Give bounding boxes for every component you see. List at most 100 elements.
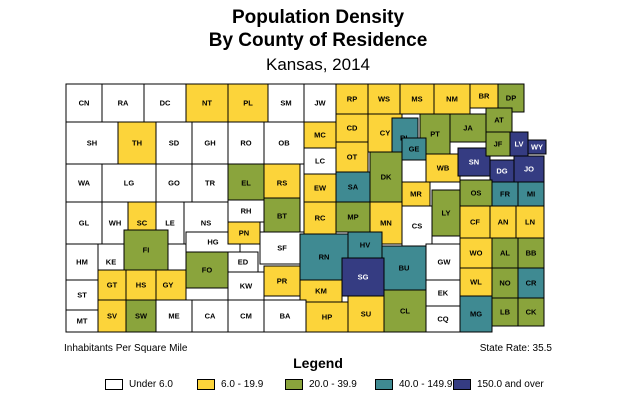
- legend-item-under-6: Under 6.0: [105, 377, 173, 391]
- county-shape: [517, 237, 545, 269]
- county-label: RC: [315, 214, 326, 223]
- county-wb: WB: [425, 153, 461, 183]
- county-ra: RA: [101, 83, 145, 123]
- county-hm: HM: [65, 243, 99, 281]
- county-label: GH: [204, 139, 215, 148]
- county-ws: WS: [367, 83, 401, 115]
- county-shape: [381, 245, 427, 291]
- county-ew: EW: [303, 173, 337, 203]
- county-mi: MI: [517, 181, 545, 207]
- legend-item-40-to-150: 40.0 - 149.9: [375, 377, 452, 391]
- county-shape: [515, 205, 545, 239]
- county-shape: [431, 189, 461, 237]
- county-shape: [485, 107, 513, 133]
- county-wo: WO: [459, 237, 493, 269]
- county-rs: RS: [263, 163, 301, 203]
- county-shape: [155, 299, 193, 333]
- county-label: EW: [314, 184, 327, 193]
- county-shape: [401, 205, 433, 247]
- county-label: SU: [361, 310, 371, 319]
- county-label: CS: [412, 222, 422, 231]
- county-al: AL: [491, 237, 519, 269]
- county-ca: CA: [191, 299, 229, 333]
- county-label: BA: [280, 312, 291, 321]
- county-label: KM: [315, 287, 327, 296]
- county-gh: GH: [191, 121, 229, 165]
- county-sw: SW: [125, 299, 157, 333]
- county-label: MI: [527, 190, 535, 199]
- county-ly: LY: [431, 189, 461, 237]
- county-label: HS: [136, 281, 146, 290]
- county-cs: CS: [401, 205, 433, 247]
- county-shape: [425, 153, 461, 183]
- county-ge: GE: [401, 137, 427, 161]
- county-shape: [401, 181, 431, 207]
- county-ro: RO: [227, 121, 265, 165]
- county-label: ST: [77, 291, 87, 300]
- county-lb: LB: [491, 297, 519, 327]
- county-shape: [123, 229, 169, 271]
- county-label: SW: [135, 312, 148, 321]
- legend-swatch: [285, 378, 303, 390]
- county-th: TH: [117, 121, 157, 165]
- county-sv: SV: [97, 299, 127, 333]
- county-lv: LV: [509, 131, 529, 157]
- county-cf: CF: [459, 205, 491, 239]
- county-an: AN: [489, 205, 517, 239]
- legend-label: 20.0 - 39.9: [309, 378, 357, 390]
- county-bu: BU: [381, 245, 427, 291]
- county-ja: JA: [449, 113, 487, 143]
- county-label: ED: [238, 258, 249, 267]
- legend-swatch: [105, 378, 123, 390]
- county-shape: [125, 299, 157, 333]
- county-sf: SF: [259, 231, 305, 265]
- county-shape: [263, 299, 307, 333]
- county-label: CQ: [437, 315, 448, 324]
- legend-swatch: [453, 378, 471, 390]
- legend-item-20-to-40: 20.0 - 39.9: [285, 377, 357, 391]
- county-wl: WL: [459, 267, 493, 297]
- county-shape: [97, 269, 127, 301]
- county-jw: JW: [303, 83, 337, 123]
- county-cq: CQ: [425, 305, 461, 333]
- county-label: SM: [280, 99, 291, 108]
- county-label: JW: [314, 99, 326, 108]
- county-nm: NM: [433, 83, 471, 115]
- county-label: BR: [479, 92, 490, 101]
- county-label: OS: [471, 189, 482, 198]
- county-label: MR: [410, 190, 422, 199]
- county-rp: RP: [335, 83, 369, 115]
- county-label: LY: [442, 209, 451, 218]
- county-tr: TR: [191, 163, 229, 203]
- county-label: TR: [205, 179, 216, 188]
- legend-item-150-plus: 150.0 and over: [453, 377, 544, 391]
- county-label: PN: [239, 229, 249, 238]
- county-label: SG: [358, 273, 369, 282]
- county-label: WS: [378, 95, 390, 104]
- county-label: FO: [202, 266, 213, 275]
- county-pr: PR: [263, 265, 301, 297]
- county-dk: DK: [369, 151, 403, 203]
- county-label: GL: [79, 219, 90, 228]
- county-shape: [227, 121, 265, 165]
- county-label: AT: [494, 116, 504, 125]
- county-shape: [367, 83, 401, 115]
- county-shape: [263, 197, 301, 235]
- county-label: EK: [438, 289, 449, 298]
- county-sa: SA: [335, 171, 371, 203]
- county-label: RO: [240, 139, 251, 148]
- county-pn: PN: [227, 221, 261, 245]
- county-cd: CD: [335, 113, 369, 143]
- county-shape: [401, 137, 427, 161]
- county-shape: [425, 243, 463, 281]
- county-label: BT: [277, 212, 287, 221]
- county-ba: BA: [263, 299, 307, 333]
- county-label: SD: [169, 139, 180, 148]
- county-fi: FI: [123, 229, 169, 271]
- county-label: RP: [347, 95, 357, 104]
- map-title: Population Density: [231, 7, 405, 28]
- county-shape: [303, 83, 337, 123]
- county-shape: [303, 147, 337, 175]
- legend-swatch: [197, 378, 215, 390]
- county-label: LV: [514, 140, 523, 149]
